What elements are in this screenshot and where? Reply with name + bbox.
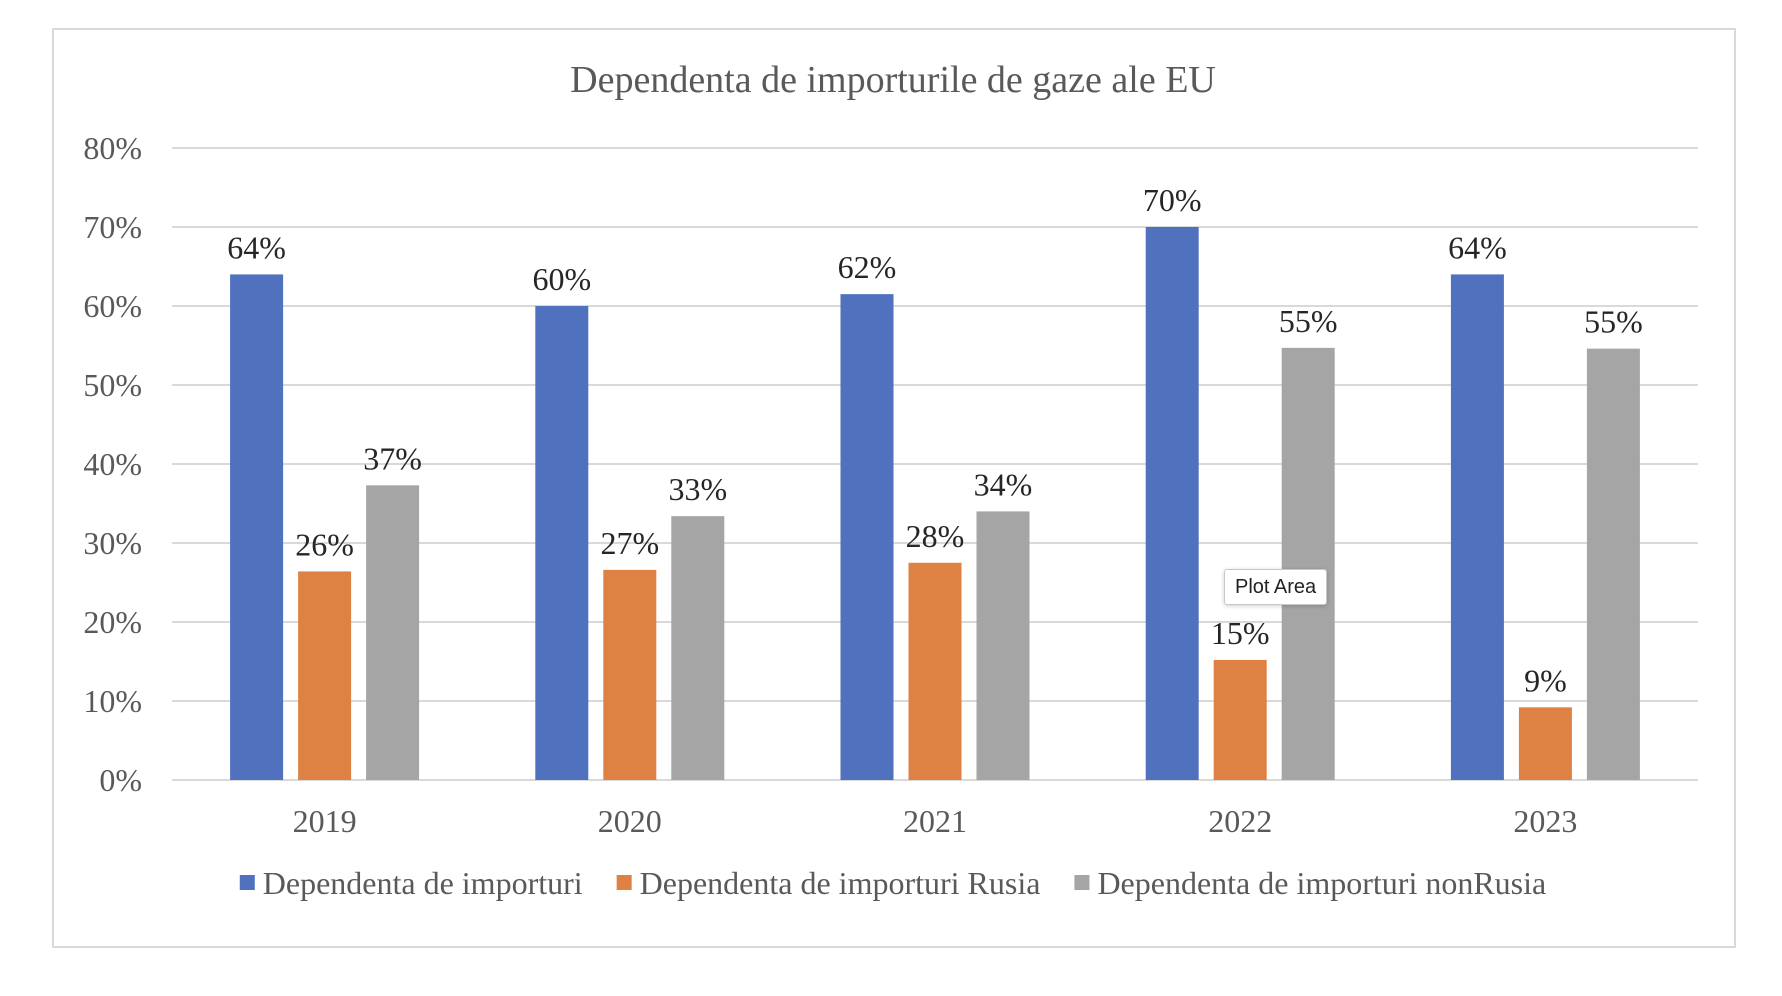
x-tick-label: 2022: [1208, 803, 1272, 839]
y-tick-label: 0%: [99, 762, 142, 798]
data-label: 15%: [1211, 615, 1270, 651]
data-label: 9%: [1524, 662, 1567, 698]
data-label: 64%: [227, 229, 286, 265]
y-tick-label: 60%: [83, 288, 142, 324]
data-label: 28%: [906, 518, 965, 554]
x-tick-label: 2023: [1513, 803, 1577, 839]
bar: [1518, 707, 1572, 780]
bar: [603, 569, 657, 780]
bar: [1145, 227, 1199, 780]
legend-swatch: [239, 875, 255, 890]
data-label: 62%: [838, 249, 897, 285]
legend-swatch: [616, 875, 632, 890]
data-label: 33%: [668, 471, 727, 507]
y-tick-label: 30%: [83, 525, 142, 561]
legend-label: Dependenta de importuri nonRusia: [1097, 865, 1546, 901]
y-tick-label: 10%: [83, 683, 142, 719]
legend-swatch: [1074, 875, 1090, 890]
bar: [908, 562, 962, 780]
bar: [298, 571, 352, 780]
data-label: 60%: [532, 261, 591, 297]
legend-label: Dependenta de importuri Rusia: [640, 865, 1041, 901]
bar: [1281, 347, 1335, 780]
data-label: 34%: [974, 466, 1033, 502]
y-tick-label: 80%: [83, 130, 142, 166]
bar: [671, 516, 725, 780]
bar: [535, 306, 589, 780]
data-label: 27%: [600, 525, 659, 561]
data-label: 64%: [1448, 229, 1507, 265]
data-label: 26%: [295, 526, 354, 562]
bar: [366, 485, 420, 780]
y-tick-label: 40%: [83, 446, 142, 482]
bar: [840, 294, 894, 780]
bar: [230, 274, 284, 780]
x-tick-label: 2021: [903, 803, 967, 839]
plot-area-tooltip: Plot Area: [1224, 569, 1328, 605]
data-label: 55%: [1584, 304, 1643, 340]
data-label: 37%: [363, 440, 422, 476]
y-tick-label: 20%: [83, 604, 142, 640]
y-tick-label: 50%: [83, 367, 142, 403]
data-label: 55%: [1279, 303, 1338, 339]
bar: [1450, 274, 1504, 780]
bar: [1586, 348, 1640, 780]
x-tick-label: 2020: [598, 803, 662, 839]
chart-title: Dependenta de importurile de gaze ale EU: [570, 59, 1216, 101]
y-tick-label: 70%: [83, 209, 142, 245]
bar: [1213, 659, 1267, 780]
bar: [976, 511, 1030, 780]
x-tick-label: 2019: [293, 803, 357, 839]
legend-label: Dependenta de importuri: [263, 865, 583, 901]
data-label: 70%: [1143, 182, 1202, 218]
